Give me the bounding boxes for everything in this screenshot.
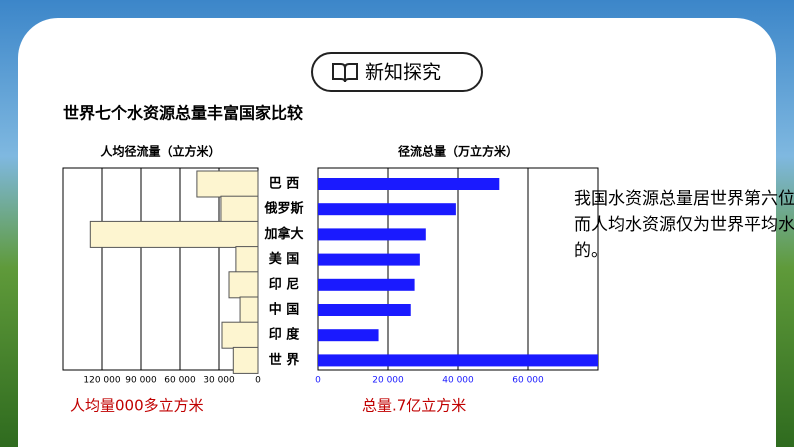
bar [318, 329, 379, 342]
main-title: 世界七个水资源总量丰富国家比较 [63, 104, 303, 123]
x-tick-label: 0 [255, 376, 261, 386]
category-label: 美 国 [269, 251, 300, 267]
note: 总量.7亿立方米 [362, 397, 466, 415]
bar [221, 321, 259, 349]
x-tick-label: 0 [315, 376, 321, 386]
bar [232, 346, 259, 374]
chart-title: 径流总量（万立方米） [398, 144, 518, 159]
x-tick-label: 120 000 [83, 376, 120, 386]
side-text: 我国水资源总量居世界第六位，而人均水资源仅为世界平均水平的。 [574, 189, 794, 261]
x-tick-label: 30 000 [203, 376, 235, 386]
x-tick-label: 40 000 [442, 376, 474, 386]
bar [318, 354, 598, 367]
bar [228, 271, 259, 299]
category-label: 巴 西 [269, 177, 300, 192]
bar [318, 304, 411, 316]
bar [318, 178, 500, 190]
x-tick-label: 90 000 [125, 376, 157, 386]
category-label: 印 度 [269, 327, 301, 343]
bar [89, 220, 259, 248]
x-tick-label: 60 000 [164, 376, 196, 386]
bar [318, 253, 420, 266]
x-tick-label: 20 000 [372, 376, 404, 386]
header-pill [311, 52, 483, 92]
chart-title: 人均径流量（立方米） [100, 144, 220, 159]
bar [318, 278, 415, 291]
bar [318, 203, 456, 216]
book-icon [332, 63, 358, 83]
category-label: 俄罗斯 [263, 201, 303, 217]
bar [196, 170, 259, 198]
category-label: 中 国 [269, 302, 300, 318]
category-label: 世 界 [269, 352, 300, 368]
bar [220, 195, 259, 223]
x-tick-label: 60 000 [512, 376, 544, 386]
header-title: 新知探究 [365, 62, 441, 84]
bar [318, 228, 426, 241]
note: 人均量000多立方米 [70, 397, 204, 415]
category-label: 加拿大 [263, 226, 303, 242]
category-label: 印 尼 [269, 277, 300, 292]
bar [239, 296, 259, 324]
bar [235, 246, 259, 274]
